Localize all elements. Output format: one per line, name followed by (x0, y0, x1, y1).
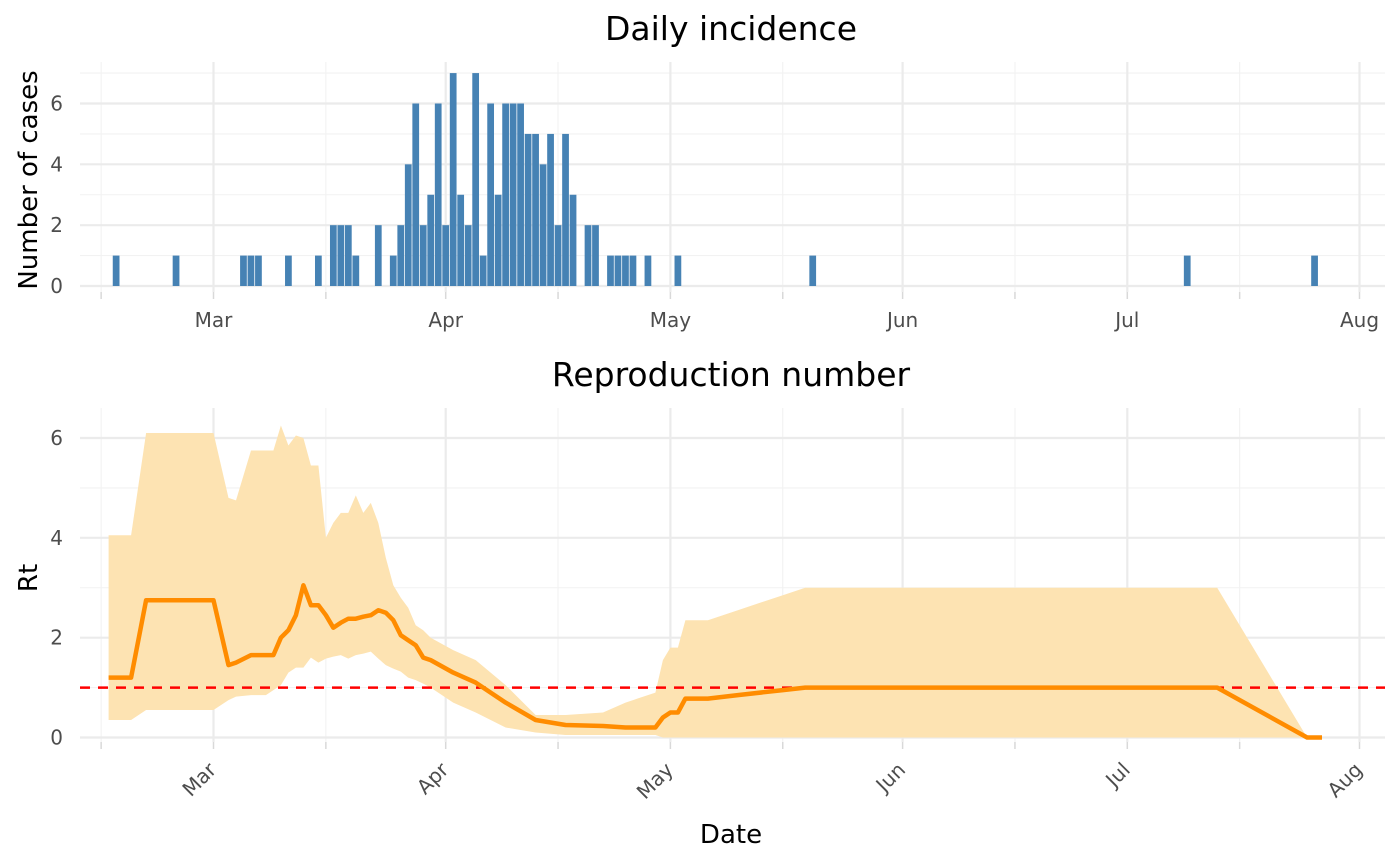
bar-mark (434, 103, 442, 286)
bar-mark (172, 255, 180, 286)
y-tick-label: 6 (50, 92, 63, 116)
bar-mark (592, 225, 599, 286)
bar-mark (397, 225, 405, 286)
bar-mark (352, 255, 360, 286)
x-tick-label: Jul (1099, 758, 1134, 793)
x-tick-label: Jun (885, 308, 918, 332)
x-tick-label: Apr (428, 308, 463, 332)
bar-mark (112, 255, 120, 286)
bar-mark (809, 255, 817, 286)
bar-mark (404, 164, 412, 286)
x-tick-label: Aug (1322, 758, 1367, 803)
x-tick-label: Jul (1113, 308, 1139, 332)
rt-mean-line (108, 583, 1322, 740)
incidence-grid (80, 62, 1385, 299)
bar-mark (644, 255, 652, 286)
bar-mark (457, 194, 465, 286)
incidence-bars (112, 73, 1318, 286)
bar-mark (419, 225, 427, 286)
bar-mark (427, 194, 435, 286)
bar-mark (255, 255, 262, 286)
bar-mark (1311, 255, 1318, 286)
bar-mark (329, 225, 337, 286)
bar-mark (554, 225, 562, 286)
y-tick-label: 2 (50, 213, 63, 237)
bar-mark (517, 103, 524, 286)
bar-mark (584, 225, 592, 286)
bar-mark (285, 255, 292, 286)
bar-mark (607, 255, 614, 286)
bar-mark (502, 103, 509, 286)
reproduction-x-axis-title: Date (700, 820, 762, 850)
x-tick-label: Mar (177, 757, 221, 801)
bar-mark (524, 133, 532, 286)
bar-mark (337, 225, 345, 286)
reproduction-title: Reproduction number (552, 355, 911, 394)
reproduction-y-ticks: 0 2 4 6 (50, 426, 63, 750)
bar-mark (539, 164, 547, 286)
x-tick-label: Aug (1340, 308, 1379, 332)
bar-mark (494, 194, 502, 286)
reproduction-line (108, 583, 1322, 740)
y-tick-label: 0 (50, 274, 63, 298)
x-tick-label: May (650, 308, 692, 332)
incidence-title: Daily incidence (605, 9, 857, 48)
reproduction-panel: Reproduction number 0 2 4 6 Mar Apr May Jun Jul… (14, 355, 1385, 850)
bar-mark (240, 255, 247, 286)
x-tick-label: Jun (870, 758, 910, 798)
incidence-x-ticks: Mar Apr May Jun Jul Aug (195, 308, 1379, 332)
bar-mark (479, 255, 487, 286)
bar-mark (464, 225, 472, 286)
bar-mark (509, 103, 517, 286)
bar-mark (412, 103, 420, 286)
bar-mark (344, 225, 352, 286)
y-tick-label: 4 (50, 526, 63, 550)
bar-mark (314, 255, 322, 286)
x-tick-label: Apr (412, 757, 454, 799)
bar-mark (622, 255, 629, 286)
bar-mark (1183, 255, 1191, 286)
bar-mark (487, 103, 495, 286)
x-tick-label: Mar (195, 308, 234, 332)
ci-band-area (108, 425, 1323, 738)
y-tick-label: 0 (50, 726, 63, 750)
bar-mark (562, 133, 569, 286)
bar-mark (389, 255, 397, 286)
bar-mark (569, 194, 577, 286)
bar-mark (674, 255, 682, 286)
incidence-y-ticks: 0 2 4 6 (50, 92, 63, 299)
reproduction-y-axis-title: Rt (14, 564, 44, 592)
bar-mark (442, 225, 450, 286)
reproduction-x-ticks: Mar Apr May Jun Jul Aug (177, 757, 1367, 804)
bar-mark (472, 73, 480, 286)
bar-mark (614, 255, 622, 286)
bar-mark (247, 255, 255, 286)
x-tick-label: May (632, 757, 678, 803)
y-tick-label: 2 (50, 626, 63, 650)
bar-mark (532, 133, 539, 286)
bar-mark (629, 255, 637, 286)
y-tick-label: 6 (50, 426, 63, 450)
bar-mark (547, 133, 554, 286)
reproduction-ci-band (108, 425, 1323, 738)
incidence-y-axis-title: Number of cases (14, 70, 44, 289)
bar-mark (374, 225, 382, 286)
y-tick-label: 4 (50, 152, 63, 176)
bar-mark (449, 73, 457, 286)
